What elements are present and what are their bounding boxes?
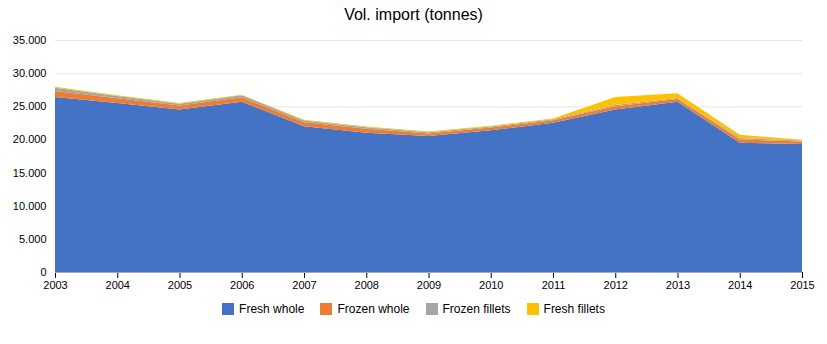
svg-text:0: 0 <box>40 266 46 278</box>
svg-text:2003: 2003 <box>43 279 67 291</box>
html-text:Fresh whole: Fresh whole <box>239 302 305 316</box>
svg-text:2012: 2012 <box>604 279 628 291</box>
svg-text:20.000: 20.000 <box>13 133 47 145</box>
svg-text:2013: 2013 <box>666 279 690 291</box>
svg-text:35.000: 35.000 <box>13 34 47 46</box>
svg-text:10.000: 10.000 <box>13 200 47 212</box>
html-text:Frozen whole: Frozen whole <box>337 302 410 316</box>
svg-text:2010: 2010 <box>479 279 503 291</box>
svg-text:5.000: 5.000 <box>19 233 47 245</box>
svg-text:30.000: 30.000 <box>13 67 47 79</box>
html-text:Frozen fillets: Frozen fillets <box>442 302 511 316</box>
svg-text:2015: 2015 <box>790 279 814 291</box>
svg-text:25.000: 25.000 <box>13 100 47 112</box>
html-text:Vol. import (tonnes): Vol. import (tonnes) <box>344 6 483 23</box>
svg-text:2006: 2006 <box>230 279 254 291</box>
svg-text:2004: 2004 <box>106 279 130 291</box>
svg-text:15.000: 15.000 <box>13 167 47 179</box>
svg-text:2011: 2011 <box>542 279 566 291</box>
svg-text:2008: 2008 <box>355 279 379 291</box>
svg-text:2014: 2014 <box>728 279 752 291</box>
svg-text:2007: 2007 <box>292 279 316 291</box>
svg-text:2005: 2005 <box>168 279 192 291</box>
html-text:Fresh fillets: Fresh fillets <box>543 302 605 316</box>
svg-text:2009: 2009 <box>417 279 441 291</box>
